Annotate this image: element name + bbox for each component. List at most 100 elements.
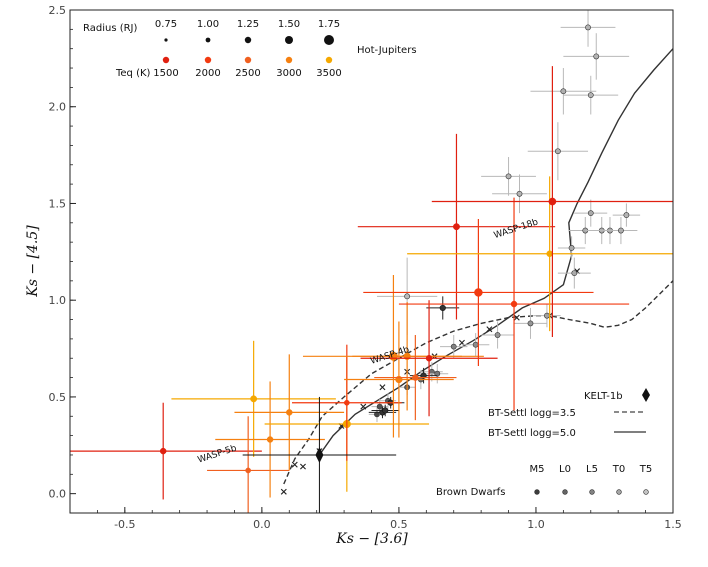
legend-hot-jupiters-label: Hot-Jupiters	[357, 45, 417, 56]
model-marker	[360, 403, 367, 410]
legend-spt-dot	[562, 489, 568, 495]
brown-dwarf-point	[472, 341, 479, 348]
axis-ticks: -0.5 0.0 0.5 1.0 1.5 0.0 0.5 1.0 1.5 2.0 2.5	[49, 4, 682, 531]
x-axis-label: Ks − [3.6]	[335, 531, 408, 547]
brown-dwarf-point	[505, 173, 512, 180]
y-tick-label: 0.5	[49, 391, 67, 404]
legend-size-dot	[324, 35, 334, 45]
legend-brown-dwarfs-label: Brown Dwarfs	[436, 487, 505, 498]
brown-dwarf-point	[587, 210, 594, 217]
brown-dwarf-point	[376, 403, 383, 410]
legend-radius-value: 0.75	[155, 19, 177, 30]
model-marker	[379, 384, 386, 391]
legend-teq-value: 3500	[316, 68, 341, 79]
legend-size-dots	[164, 35, 334, 45]
x-tick-label: 1.5	[664, 518, 682, 531]
legend-size-dot	[285, 36, 293, 44]
hot-jupiter-point	[250, 395, 258, 403]
hot-jupiter-point	[343, 399, 350, 406]
brown-dwarf-point	[527, 320, 534, 327]
hot-jupiter-point	[245, 467, 252, 474]
model-marker	[299, 463, 306, 470]
legend-teq-title: Teq (K)	[115, 68, 151, 79]
brown-dwarf-point	[554, 148, 561, 155]
y-tick-label: 2.0	[49, 101, 67, 114]
brown-dwarf-point	[494, 332, 501, 338]
hot-jupiter-point	[453, 223, 460, 231]
bt-settl-logg50-curve	[318, 48, 674, 456]
legend-models: KELT-1b BT-Settl logg=3.5 BT-Settl logg=…	[488, 388, 650, 439]
legend-temp-dot	[162, 56, 170, 64]
hot-jupiter-point	[548, 197, 557, 206]
legend-teq-value: 3000	[276, 68, 301, 79]
legend-spt-dot	[643, 489, 649, 495]
model-marker	[280, 488, 287, 495]
brown-dwarf-point	[618, 227, 624, 234]
legend-teq-value: 2000	[195, 68, 220, 79]
legend-size-dot	[205, 37, 211, 43]
brown-dwarf-point	[560, 88, 567, 95]
legend-spt-label: T0	[612, 464, 625, 475]
legend-temp-dots	[162, 56, 333, 64]
hot-jupiter-point	[266, 436, 274, 443]
hot-jupiter-point	[474, 288, 483, 297]
kelt1b-marker	[315, 446, 324, 463]
x-tick-label: -0.5	[114, 518, 135, 531]
legend-radius-value: 1.25	[237, 19, 259, 30]
legend-kelt1b-marker	[642, 388, 650, 402]
x-tick-label: 0.5	[390, 518, 408, 531]
legend-temp-dot	[325, 56, 333, 64]
y-tick-label: 0.0	[49, 488, 67, 501]
planet-point-black	[439, 304, 446, 312]
brown-dwarf-point	[623, 212, 630, 218]
legend-spt-dot	[616, 489, 622, 495]
legend-kelt1b-label: KELT-1b	[584, 391, 623, 402]
legend-radius-value: 1.75	[318, 19, 340, 30]
legend-radius-teq: Radius (RJ) 0.75 1.00 1.25 1.50 1.75 Teq…	[83, 19, 417, 79]
legend-spt-label: T5	[639, 464, 652, 475]
brown-dwarf-point	[544, 312, 550, 319]
y-tick-label: 1.0	[49, 294, 67, 307]
y-axis-label: Ks − [4.5]	[25, 225, 41, 298]
brown-dwarf-point	[404, 293, 411, 300]
planet-point-black	[382, 407, 389, 414]
legend-teq-value: 1500	[153, 68, 178, 79]
legend-temp-dot	[285, 56, 293, 64]
hot-jupiter-point	[510, 300, 518, 308]
legend-spt-label: L0	[559, 464, 571, 475]
legend-temp-dot	[204, 56, 212, 64]
y-tick-label: 2.5	[49, 4, 67, 17]
x-tick-label: 1.0	[527, 518, 545, 531]
legend-btsettl35-label: BT-Settl logg=3.5	[488, 408, 576, 419]
model-marker	[291, 461, 298, 468]
legend-spt-dots	[534, 489, 649, 495]
legend-btsettl50-label: BT-Settl logg=5.0	[488, 428, 576, 439]
brown-dwarf-point	[516, 190, 523, 197]
legend-radius-title: Radius (RJ)	[83, 23, 138, 34]
legend-spt-label: L5	[586, 464, 598, 475]
model-marker	[486, 326, 493, 333]
brown-dwarf-point	[587, 92, 594, 99]
brown-dwarf-point	[593, 53, 600, 60]
legend-size-dot	[244, 36, 252, 44]
brown-dwarf-point	[568, 245, 575, 251]
data-points	[70, 10, 673, 513]
hot-jupiter-point	[425, 354, 433, 362]
hot-jupiter-point	[159, 447, 167, 455]
legend-temp-dot	[244, 56, 252, 64]
legend-spt-dot	[534, 489, 540, 495]
legend-spt-label: M5	[530, 464, 545, 475]
brown-dwarf-point	[585, 24, 591, 31]
legend-teq-value: 2500	[235, 68, 260, 79]
hot-jupiter-point	[286, 409, 293, 416]
legend-size-dot	[164, 38, 168, 42]
legend-spt-dot	[589, 489, 595, 495]
brown-dwarf-point	[571, 270, 578, 277]
brown-dwarf-point	[450, 343, 457, 350]
legend-brown-dwarfs: M5 L0 L5 T0 T5 Brown Dwarfs	[436, 464, 652, 498]
brown-dwarf-point	[434, 370, 441, 377]
x-tick-label: 0.0	[253, 518, 271, 531]
model-marker	[513, 314, 520, 321]
